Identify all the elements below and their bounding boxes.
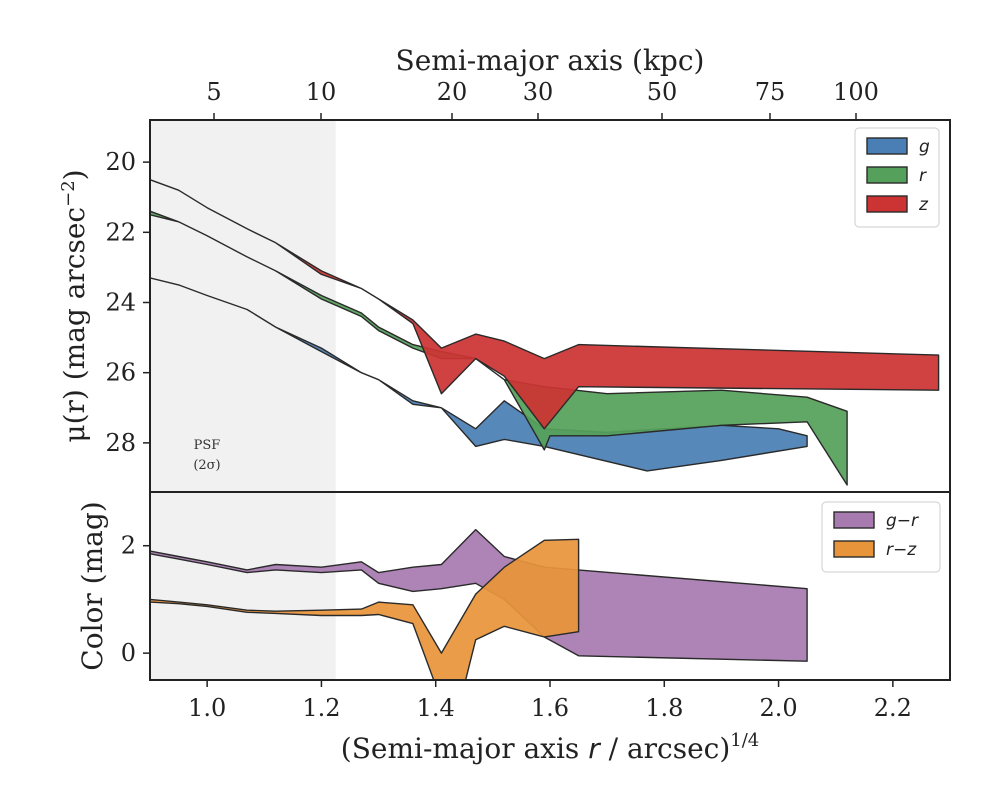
x-axis-title-unit: / arcsec) — [600, 732, 731, 765]
top-x-tick-label: 30 — [523, 78, 554, 106]
legend-label: z — [918, 195, 929, 215]
y-tick-label: 22 — [105, 218, 136, 246]
y-axis-title-close: ) — [58, 169, 91, 180]
top-x-tick-label: 10 — [306, 78, 337, 106]
x-tick-label: 2.2 — [874, 694, 912, 722]
psf-shaded-region-color — [150, 492, 336, 680]
top-x-tick-label: 50 — [647, 78, 678, 106]
y-tick-label: 0 — [121, 639, 136, 667]
top-axis-title: Semi-major axis (kpc) — [396, 44, 705, 77]
series-r-band — [150, 210, 848, 486]
series-g-r-band — [150, 528, 808, 662]
x-tick-label: 1.2 — [302, 694, 340, 722]
x-tick-label: 1.6 — [531, 694, 569, 722]
y-axis-title-sup: −2 — [58, 180, 79, 207]
y-axis-title-text: μ(r) (mag arcsec — [58, 207, 91, 443]
legend-swatch — [833, 511, 875, 529]
x-tick-label: 1.4 — [417, 694, 455, 722]
x-axis-title-text: (Semi-major axis — [341, 732, 588, 765]
color-y-axis-title: Color (mag) — [76, 501, 109, 670]
top-x-tick-label: 20 — [437, 78, 468, 106]
legend-label: r — [919, 166, 927, 186]
legend-swatch — [866, 166, 908, 184]
y-tick-label: 28 — [105, 429, 136, 457]
x-tick-label: 1.8 — [645, 694, 683, 722]
y-axis-title: μ(r) (mag arcsec−2) — [58, 169, 91, 442]
series-r-z-band — [150, 538, 580, 680]
top-x-tick-label: 5 — [206, 78, 221, 106]
y-tick-label: 26 — [105, 359, 136, 387]
y-tick-label: 24 — [105, 288, 136, 316]
surface-brightness-plot — [150, 178, 940, 486]
y-tick-label: 2 — [121, 532, 136, 560]
series-z-band — [150, 178, 940, 430]
legend-colors: g−r r−z — [821, 501, 941, 573]
x-axis-title: (Semi-major axis r / arcsec)1/4 — [341, 730, 759, 765]
legend-label: g−r — [886, 511, 919, 531]
color-plot — [150, 528, 808, 680]
x-axis-title-sup: 1/4 — [730, 730, 759, 751]
x-tick-label: 1.0 — [188, 694, 226, 722]
legend-swatch — [833, 540, 875, 558]
legend-swatch — [866, 137, 908, 155]
psf-sigma-label: (2σ) — [193, 458, 220, 473]
x-axis-title-var: r — [588, 732, 601, 765]
y-tick-label: 20 — [105, 148, 136, 176]
top-x-tick-label: 100 — [833, 78, 879, 106]
x-tick-label: 2.0 — [759, 694, 797, 722]
psf-label: PSF — [194, 438, 221, 453]
psf-shaded-region — [150, 120, 336, 492]
top-x-tick-label: 75 — [755, 78, 786, 106]
legend-bands: grz — [854, 127, 940, 228]
series-g-band — [150, 277, 808, 472]
legend-label: r−z — [886, 540, 917, 560]
legend-swatch — [866, 195, 908, 213]
legend-label: g — [919, 137, 930, 157]
